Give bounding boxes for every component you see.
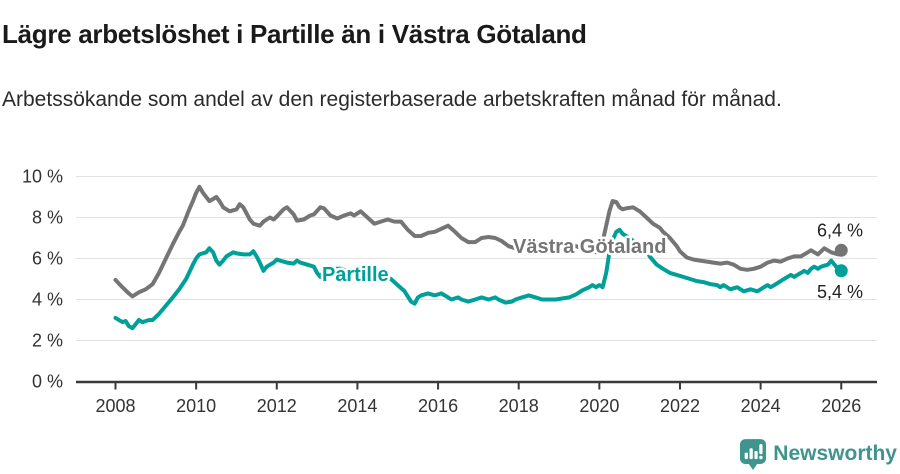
series-line-vastra-gotaland: [113, 184, 844, 299]
series-line-partille: [113, 227, 844, 331]
y-tick-label: 8 %: [32, 208, 63, 228]
end-value-label-partille: 5,4 %: [817, 282, 863, 302]
x-tick-label: 2014: [337, 396, 377, 416]
y-tick-label: 10 %: [22, 167, 63, 187]
series-label-partille: Partille: [322, 264, 389, 286]
x-tick-label: 2018: [499, 396, 539, 416]
x-tick-label: 2010: [176, 396, 216, 416]
x-tick-label: 2008: [95, 396, 135, 416]
x-tick-label: 2012: [257, 396, 297, 416]
newsworthy-wordmark: Newsworthy: [773, 442, 897, 465]
series-label-vastra-gotaland: Västra Götaland: [513, 236, 666, 258]
x-tick-label: 2020: [579, 396, 619, 416]
x-tick-label: 2024: [741, 396, 781, 416]
newsworthy-brand: Newsworthy: [740, 438, 897, 470]
y-tick-label: 2 %: [32, 331, 63, 351]
end-value-label-vastra-gotaland: 6,4 %: [817, 220, 863, 240]
y-tick-label: 4 %: [32, 290, 63, 310]
page-title: Lägre arbetslöshet i Partille än i Västr…: [2, 19, 587, 50]
y-tick-label: 6 %: [32, 249, 63, 269]
chart-subtitle: Arbetssökande som andel av den registerb…: [2, 88, 782, 111]
x-tick-label: 2022: [660, 396, 700, 416]
series-end-dot-partille: [834, 264, 848, 278]
series-end-dot-vastra-gotaland: [834, 243, 848, 257]
y-tick-label: 0 %: [32, 372, 63, 392]
x-tick-label: 2016: [418, 396, 458, 416]
x-tick-label: 2026: [821, 396, 861, 416]
newsworthy-bubble-chart-icon: [740, 438, 767, 470]
